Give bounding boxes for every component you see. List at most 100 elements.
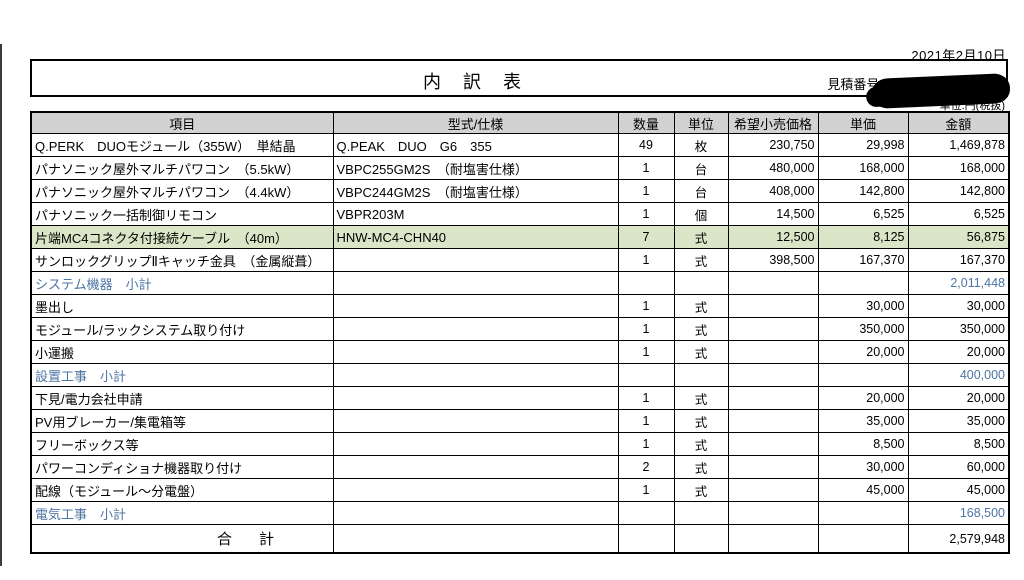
- cell-model: [332, 363, 619, 387]
- header-model: 型式/仕様: [332, 111, 619, 134]
- cell-item: サンロックグリップⅡキャッチ金具 （金属縦葺）: [30, 248, 334, 272]
- cell-amount: 167,370: [907, 248, 1010, 272]
- cell-item: 墨出し: [30, 294, 334, 318]
- cell-model: VBPC255GM2S （耐塩害仕様）: [332, 156, 619, 180]
- cell-qty: 1: [617, 248, 675, 272]
- page-edge-line: [0, 44, 2, 566]
- page-title: 内 訳 表: [423, 72, 523, 92]
- title-box: 内 訳 表 見積番号:: [30, 59, 1008, 97]
- cell-qty: 1: [617, 478, 675, 502]
- cell-unit: [673, 501, 729, 525]
- cell-item: Q.PERK DUOモジュール（355W） 単結晶: [30, 133, 334, 157]
- cell-model: [332, 432, 619, 456]
- cell-price: 30,000: [817, 294, 909, 318]
- cell-item: モジュール/ラックシステム取り付け: [30, 317, 334, 341]
- cell-unit: 式: [673, 294, 729, 318]
- cell-unit: [673, 363, 729, 387]
- cell-item: 電気工事 小計: [30, 501, 334, 525]
- cell-amount: 45,000: [907, 478, 1010, 502]
- table-row: パナソニック一括制御リモコン VBPR203M 1 個 14,500 6,525 6,525: [30, 202, 1010, 226]
- cell-qty: 1: [617, 202, 675, 226]
- table-row: システム機器 小計 2,011,448: [30, 271, 1010, 295]
- table-row: 配線（モジュール～分電盤） 1 式 45,000 45,000: [30, 478, 1010, 502]
- cell-retail: [727, 455, 819, 479]
- cell-qty: 1: [617, 340, 675, 364]
- cell-model: Q.PEAK DUO G6 355: [332, 133, 619, 157]
- cell-amount: 60,000: [907, 455, 1010, 479]
- cell-item: パナソニック一括制御リモコン: [30, 202, 334, 226]
- table-row: 墨出し 1 式 30,000 30,000: [30, 294, 1010, 318]
- cell-qty: 2: [617, 455, 675, 479]
- cell-unit: [673, 524, 729, 554]
- table-row: PV用ブレーカー/集電箱等 1 式 35,000 35,000: [30, 409, 1010, 433]
- cell-model: [332, 294, 619, 318]
- header-retail: 希望小売価格: [727, 111, 819, 134]
- cell-item: パワーコンディショナ機器取り付け: [30, 455, 334, 479]
- cell-amount: 2,579,948: [907, 524, 1010, 554]
- cell-item: 合 計: [30, 524, 334, 554]
- cell-amount: 400,000: [907, 363, 1010, 387]
- cell-unit: 式: [673, 248, 729, 272]
- cell-price: 20,000: [817, 386, 909, 410]
- cell-qty: 1: [617, 156, 675, 180]
- cell-model: [332, 524, 619, 554]
- header-unit: 単位: [673, 111, 729, 134]
- cell-retail: [727, 271, 819, 295]
- table-row: パナソニック屋外マルチパワコン （4.4kW） VBPC244GM2S （耐塩害仕…: [30, 179, 1010, 203]
- cell-amount: 20,000: [907, 386, 1010, 410]
- cell-model: [332, 271, 619, 295]
- cell-amount: 350,000: [907, 317, 1010, 341]
- cell-retail: [727, 409, 819, 433]
- cell-retail: [727, 294, 819, 318]
- cell-retail: [727, 317, 819, 341]
- cell-amount: 30,000: [907, 294, 1010, 318]
- cell-amount: 168,500: [907, 501, 1010, 525]
- cell-retail: [727, 432, 819, 456]
- cell-price: [817, 363, 909, 387]
- cell-price: 8,500: [817, 432, 909, 456]
- cell-unit: 式: [673, 317, 729, 341]
- cell-amount: 1,469,878: [907, 133, 1010, 157]
- cell-price: 142,800: [817, 179, 909, 203]
- cell-model: VBPC244GM2S （耐塩害仕様）: [332, 179, 619, 203]
- cell-price: 45,000: [817, 478, 909, 502]
- cell-amount: 2,011,448: [907, 271, 1010, 295]
- cell-price: 35,000: [817, 409, 909, 433]
- cell-unit: 式: [673, 478, 729, 502]
- cell-price: 30,000: [817, 455, 909, 479]
- table-row: 合 計 2,579,948: [30, 524, 1010, 554]
- cell-qty: [617, 501, 675, 525]
- cell-item: PV用ブレーカー/集電箱等: [30, 409, 334, 433]
- table-row: パナソニック屋外マルチパワコン （5.5kW） VBPC255GM2S （耐塩害仕…: [30, 156, 1010, 180]
- cell-qty: 7: [617, 225, 675, 249]
- cell-retail: [727, 478, 819, 502]
- unit-note: 単位:円(税抜): [939, 100, 1005, 112]
- cell-price: [817, 271, 909, 295]
- cell-retail: 230,750: [727, 133, 819, 157]
- cell-amount: 142,800: [907, 179, 1010, 203]
- cell-qty: [617, 271, 675, 295]
- cell-qty: 1: [617, 386, 675, 410]
- table-row: フリーボックス等 1 式 8,500 8,500: [30, 432, 1010, 456]
- table-row: パワーコンディショナ機器取り付け 2 式 30,000 60,000: [30, 455, 1010, 479]
- cell-retail: 398,500: [727, 248, 819, 272]
- cell-item: 設置工事 小計: [30, 363, 334, 387]
- table-row: 下見/電力会社申請 1 式 20,000 20,000: [30, 386, 1010, 410]
- cell-retail: [727, 386, 819, 410]
- cell-item: フリーボックス等: [30, 432, 334, 456]
- table-row: Q.PERK DUOモジュール（355W） 単結晶 Q.PEAK DUO G6 3…: [30, 133, 1010, 157]
- cell-item: パナソニック屋外マルチパワコン （4.4kW）: [30, 179, 334, 203]
- cell-model: [332, 317, 619, 341]
- cell-retail: [727, 501, 819, 525]
- cell-price: 29,998: [817, 133, 909, 157]
- cell-price: 8,125: [817, 225, 909, 249]
- table-header-row: 項目 型式/仕様 数量 単位 希望小売価格 単価 金額: [30, 111, 1010, 134]
- cell-price: [817, 524, 909, 554]
- cell-unit: 式: [673, 225, 729, 249]
- cell-model: [332, 409, 619, 433]
- cell-retail: 408,000: [727, 179, 819, 203]
- cell-item: 配線（モジュール～分電盤）: [30, 478, 334, 502]
- cell-item: 下見/電力会社申請: [30, 386, 334, 410]
- cell-amount: 6,525: [907, 202, 1010, 226]
- cell-unit: 台: [673, 156, 729, 180]
